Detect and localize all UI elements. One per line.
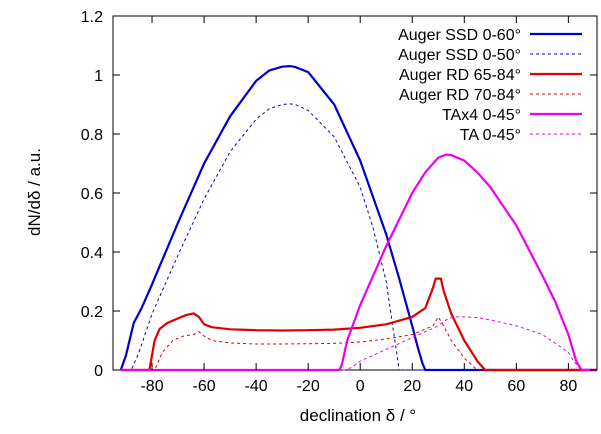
x-tick-label: 80	[559, 378, 577, 395]
legend-label-4: Auger RD 70-84°	[399, 87, 521, 104]
series-line-2	[120, 103, 597, 371]
legend-label-5: TAx4 0-45°	[442, 107, 521, 124]
x-tick-label: 60	[507, 378, 525, 395]
y-tick-label: 1.2	[81, 9, 103, 26]
y-tick-label: 0	[94, 363, 103, 380]
y-tick-label: 0.6	[81, 186, 103, 203]
x-tick-label: 40	[455, 378, 473, 395]
legend-label-1: Auger SSD 0-60°	[398, 27, 521, 44]
legend-label-2: Auger SSD 0-50°	[398, 47, 521, 64]
series-line-6	[120, 316, 597, 371]
y-tick-label: 0.8	[81, 127, 103, 144]
y-axis-label: dN/dδ / a.u.	[25, 148, 44, 236]
series-line-3	[120, 277, 597, 372]
legend: Auger SSD 0-60° Auger SSD 0-50° Auger RD 6…	[398, 27, 582, 144]
y-tick-label: 0.2	[81, 304, 103, 321]
x-tick-label: -80	[140, 378, 163, 395]
y-tick-label: 1	[94, 68, 103, 85]
x-axis-label: declination δ / °	[300, 406, 416, 425]
x-tick-label: -60	[193, 378, 216, 395]
x-tick-label: -20	[297, 378, 320, 395]
series-line-1	[119, 64, 597, 372]
x-tick-label: 0	[356, 378, 365, 395]
x-tick-label: -40	[245, 378, 268, 395]
legend-label-6: TA 0-45°	[460, 127, 521, 144]
tick-layer: -80 -60 -40 -20 0 20 40 60 80 0 0.2 0.4 0.6 0.8 1 1.2	[81, 9, 597, 395]
series-line-4	[120, 316, 597, 371]
series-layer	[119, 64, 597, 372]
series-line-5	[120, 153, 597, 372]
x-tick-label: 20	[403, 378, 421, 395]
legend-label-3: Auger RD 65-84°	[399, 67, 521, 84]
y-tick-label: 0.4	[81, 245, 103, 262]
